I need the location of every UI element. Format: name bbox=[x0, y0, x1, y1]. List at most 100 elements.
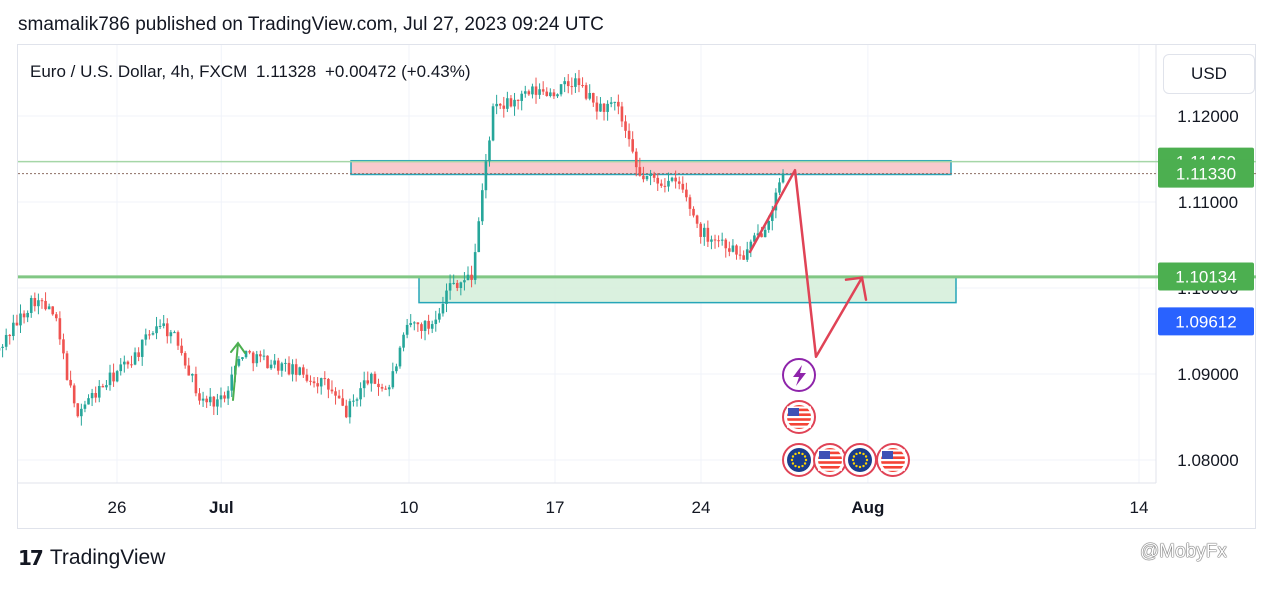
candles bbox=[0, 69, 785, 426]
candle-bullish bbox=[412, 322, 416, 324]
green-up-arrow bbox=[230, 341, 246, 401]
projection-arrowhead bbox=[844, 276, 868, 301]
candle-bullish bbox=[87, 398, 90, 405]
candle-bearish bbox=[33, 297, 37, 307]
candle-bearish bbox=[54, 314, 58, 319]
candle-bullish bbox=[710, 239, 713, 242]
candle-bullish bbox=[244, 351, 248, 358]
candle-bearish bbox=[656, 177, 660, 184]
candle-bullish bbox=[531, 86, 534, 95]
candle-bullish bbox=[599, 103, 602, 112]
candle-bullish bbox=[169, 332, 173, 337]
candle-bullish bbox=[549, 92, 552, 96]
time-tick-label: 26 bbox=[108, 498, 127, 517]
candle-bullish bbox=[506, 98, 509, 109]
candle-bearish bbox=[634, 151, 638, 168]
candle-bearish bbox=[627, 130, 631, 140]
candle-bullish bbox=[745, 249, 749, 260]
candle-bearish bbox=[305, 374, 309, 381]
candle-bullish bbox=[216, 399, 219, 407]
candle-bearish bbox=[652, 173, 656, 178]
time-tick-label: 14 bbox=[1130, 498, 1149, 517]
candle-bearish bbox=[706, 227, 710, 242]
candle-bearish bbox=[677, 181, 681, 184]
lightning-event-icon bbox=[782, 358, 816, 392]
candle-bullish bbox=[291, 364, 294, 375]
candle-bullish bbox=[37, 300, 40, 307]
time-tick-label: 24 bbox=[692, 498, 711, 517]
candle-bearish bbox=[76, 403, 80, 417]
candle-bearish bbox=[617, 101, 620, 107]
candle-bullish bbox=[491, 106, 495, 141]
candle-bearish bbox=[148, 334, 151, 336]
candle-bearish bbox=[69, 379, 72, 386]
candle-bullish bbox=[441, 303, 445, 314]
candle-bullish bbox=[352, 400, 355, 402]
candle-bullish bbox=[123, 361, 126, 365]
tradingview-logo[interactable]: 17 TradingView bbox=[18, 546, 165, 570]
candle-bullish bbox=[488, 140, 491, 162]
candle-bearish bbox=[180, 345, 183, 354]
candle-bullish bbox=[434, 319, 438, 325]
candle-bearish bbox=[380, 387, 384, 389]
chart-grid bbox=[18, 45, 1157, 484]
candle-bullish bbox=[763, 229, 767, 238]
symbol-change: +0.00472 (+0.43%) bbox=[324, 62, 471, 81]
candle-bullish bbox=[767, 220, 771, 230]
candle-bearish bbox=[337, 395, 341, 399]
candle-bullish bbox=[398, 347, 402, 367]
candle-bullish bbox=[523, 91, 527, 94]
candle-bearish bbox=[631, 139, 634, 152]
candle-bearish bbox=[674, 177, 677, 182]
price-tick-label: 1.08000 bbox=[1177, 451, 1238, 470]
price-label: 1.11330 bbox=[1176, 165, 1236, 184]
price-tick-label: 1.12000 bbox=[1177, 107, 1238, 126]
currency-button[interactable]: USD bbox=[1163, 54, 1255, 94]
candle-bullish bbox=[97, 386, 101, 398]
candle-bullish bbox=[538, 89, 541, 95]
candle-bearish bbox=[427, 320, 430, 329]
candle-bearish bbox=[112, 372, 115, 382]
candle-bullish bbox=[115, 371, 119, 382]
candle-bearish bbox=[760, 233, 763, 238]
candle-bullish bbox=[108, 372, 112, 386]
candle-bullish bbox=[191, 374, 194, 376]
candle-bullish bbox=[387, 387, 391, 390]
candle-bearish bbox=[65, 353, 69, 380]
candle-bearish bbox=[692, 208, 695, 216]
candle-bullish bbox=[319, 378, 323, 387]
candle-bearish bbox=[584, 85, 588, 99]
candle-bearish bbox=[327, 378, 330, 390]
candle-bearish bbox=[717, 240, 720, 242]
watermark: @MobyFx bbox=[1140, 541, 1227, 563]
time-axis: 26 Jul 10 17 24 Aug 14 bbox=[108, 498, 1149, 517]
candle-bearish bbox=[541, 89, 545, 92]
symbol-name: Euro / U.S. Dollar, 4h, FXCM bbox=[30, 62, 248, 81]
candle-bearish bbox=[248, 351, 251, 353]
candle-bullish bbox=[173, 332, 176, 334]
candle-bearish bbox=[713, 239, 717, 241]
candle-bearish bbox=[276, 360, 280, 371]
candle-bullish bbox=[459, 282, 463, 289]
candle-bearish bbox=[62, 339, 65, 354]
candle-bearish bbox=[552, 92, 556, 97]
candle-bullish bbox=[105, 385, 108, 388]
price-label-box bbox=[1158, 159, 1254, 188]
candle-bullish bbox=[359, 388, 362, 400]
candle-bullish bbox=[26, 312, 29, 318]
candle-bullish bbox=[556, 94, 559, 97]
us-event-icon bbox=[876, 443, 910, 477]
time-tick-label: 17 bbox=[546, 498, 565, 517]
time-tick-label: Jul bbox=[209, 498, 234, 517]
candle-bearish bbox=[502, 105, 506, 109]
candle-bullish bbox=[484, 161, 488, 191]
candle-bullish bbox=[513, 99, 516, 107]
candle-bullish bbox=[609, 102, 613, 104]
candle-bearish bbox=[498, 103, 502, 106]
candle-bearish bbox=[251, 352, 255, 364]
candle-bullish bbox=[19, 313, 22, 326]
candle-bearish bbox=[130, 364, 133, 366]
horizontal-levels bbox=[18, 160, 1256, 279]
candle-bullish bbox=[395, 366, 398, 372]
